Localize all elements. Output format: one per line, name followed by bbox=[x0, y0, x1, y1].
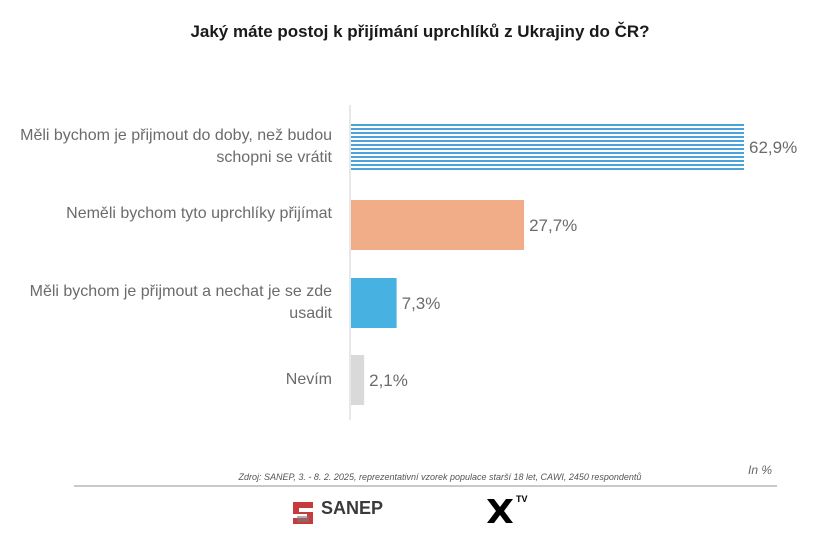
xtv-logo-text: TV bbox=[516, 494, 528, 504]
bar-1 bbox=[351, 122, 744, 172]
source-note: Zdroj: SANEP, 3. - 8. 2. 2025, reprezent… bbox=[238, 472, 642, 482]
category-label-1: Měli bychom je přijmout do doby, než bud… bbox=[20, 127, 332, 166]
category-label-3: Měli bychom je přijmout a nechat je se z… bbox=[29, 283, 332, 322]
bar-4 bbox=[351, 355, 365, 405]
footer-divider bbox=[74, 485, 777, 487]
chart-title: Jaký máte postoj k přijímání uprchlíků z… bbox=[190, 22, 650, 41]
xtv-logo: TV bbox=[484, 494, 534, 526]
bar-3 bbox=[351, 278, 397, 328]
category-label-4: Nevím bbox=[285, 371, 332, 388]
value-label-3: 7,3% bbox=[402, 294, 441, 313]
unit-label: In % bbox=[748, 463, 773, 477]
value-label-1: 62,9% bbox=[749, 138, 797, 157]
sanep-logo-text: SANEP bbox=[321, 498, 384, 518]
bar-2 bbox=[351, 200, 525, 250]
value-label-2: 27,7% bbox=[529, 216, 577, 235]
bar-chart: 62,9% 27,7% 7,3% 2,1% bbox=[349, 105, 797, 420]
sanep-logo: SANEP bbox=[287, 494, 397, 526]
value-label-4: 2,1% bbox=[369, 371, 408, 390]
category-label-2: Neměli bychom tyto uprchlíky přijímat bbox=[66, 205, 332, 222]
